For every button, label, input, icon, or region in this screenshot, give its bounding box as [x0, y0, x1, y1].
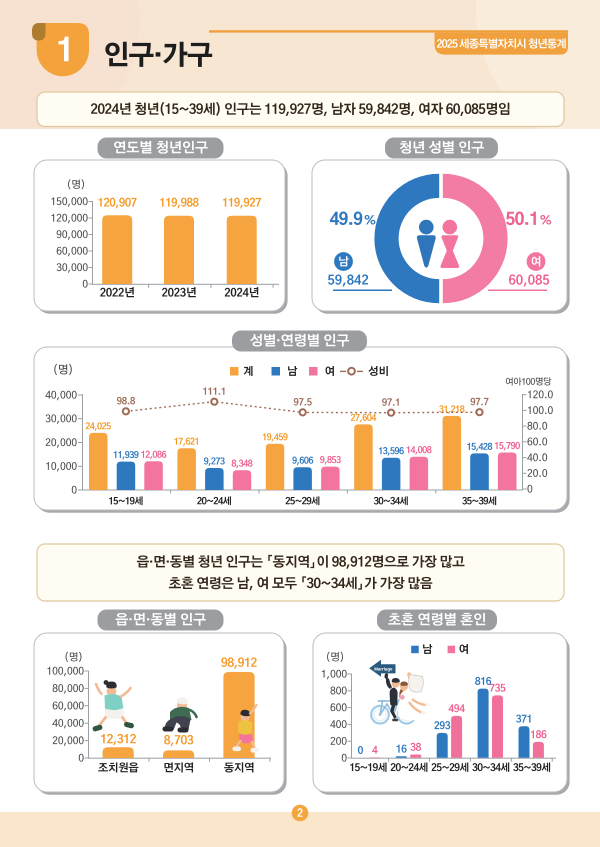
svg-text:Marriage: Marriage: [374, 666, 393, 671]
